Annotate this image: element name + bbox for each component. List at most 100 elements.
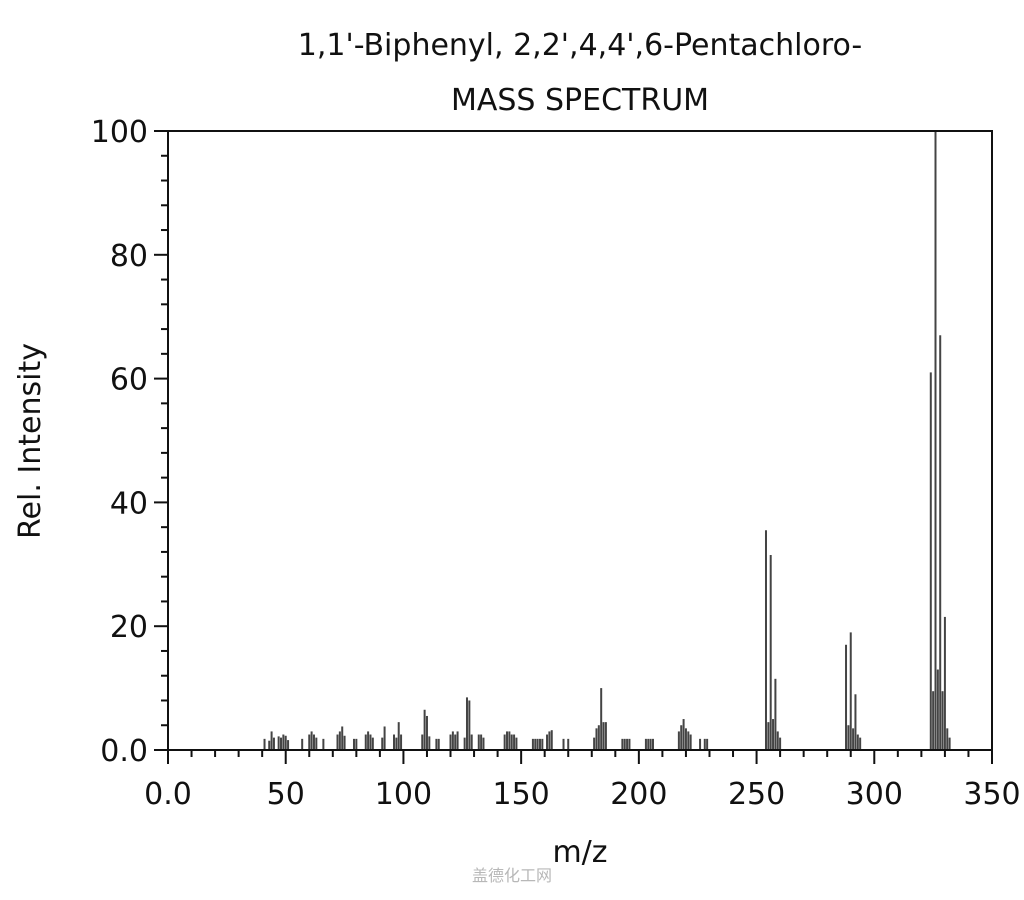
y-tick-label: 60	[110, 363, 148, 398]
peak-bar-147	[513, 734, 516, 750]
peak-bar-193	[621, 738, 624, 750]
peak-bar-72	[336, 734, 339, 750]
peak-bar-144	[506, 731, 509, 750]
peak-bar-206	[651, 738, 654, 750]
peak-bar-79	[352, 738, 355, 750]
peak-bar-327	[936, 669, 939, 750]
peak-bar-163	[550, 730, 553, 750]
y-tick-label: 0.0	[100, 734, 148, 769]
peak-bar-127	[465, 697, 468, 750]
peak-bar-61	[310, 731, 313, 750]
peak-bar-111	[428, 736, 431, 750]
peak-bar-132	[477, 734, 480, 750]
y-tick-label: 100	[91, 115, 148, 150]
y-axis: 0.0 20 40 60 80 100	[91, 115, 168, 769]
y-tick-label: 20	[110, 610, 148, 645]
peak-bar-157	[536, 738, 539, 750]
peak-bar-48	[280, 737, 283, 750]
peak-bars	[263, 131, 951, 750]
peak-bar-108	[421, 734, 424, 750]
peak-bar-168	[562, 738, 565, 750]
peak-bar-229	[706, 738, 709, 750]
peak-bar-218	[680, 725, 683, 750]
chart-title: 1,1'-Biphenyl, 2,2',4,4',6-Pentachloro-	[298, 28, 862, 63]
peak-bar-110	[425, 715, 428, 750]
peak-bar-292	[854, 694, 857, 750]
peak-bar-44	[270, 731, 273, 750]
plot-frame	[167, 130, 993, 751]
peak-bar-255	[767, 722, 770, 750]
peak-bar-329	[941, 691, 944, 750]
x-axis: 0.0 50 100 150 200 250 300 350	[144, 750, 1021, 812]
peak-bar-226	[699, 738, 702, 750]
peak-bar-196	[628, 738, 631, 750]
peak-bar-134	[482, 737, 485, 750]
peak-bar-326	[934, 131, 937, 750]
y-tick-label: 80	[110, 239, 148, 274]
peak-bar-186	[604, 722, 607, 750]
peak-bar-121	[451, 731, 454, 750]
peak-bar-86	[369, 734, 372, 750]
peak-bar-158	[538, 738, 541, 750]
peak-bar-332	[948, 737, 951, 750]
peak-bar-122	[454, 734, 457, 750]
peak-bar-260	[779, 737, 782, 750]
y-tick-label: 40	[110, 486, 148, 521]
peak-bar-257	[772, 719, 775, 750]
peak-bar-63	[315, 737, 318, 750]
peak-bar-194	[623, 738, 626, 750]
peak-bar-290	[849, 632, 852, 750]
peak-bar-114	[435, 738, 438, 750]
peak-bar-75	[343, 735, 346, 750]
peak-bar-92	[383, 726, 386, 750]
x-axis-label: m/z	[552, 835, 607, 870]
peak-bar-99	[400, 734, 403, 750]
peak-bar-126	[463, 737, 466, 750]
x-tick-label: 350	[963, 777, 1020, 812]
peak-bar-256	[769, 555, 772, 750]
x-tick-label: 250	[728, 777, 785, 812]
peak-bar-74	[341, 726, 344, 750]
peak-bar-98	[397, 722, 400, 750]
peak-bar-84	[364, 734, 367, 750]
x-tick-label: 150	[493, 777, 550, 812]
peak-bar-148	[515, 737, 518, 750]
x-tick-label: 200	[610, 777, 667, 812]
peak-bar-220	[684, 728, 687, 750]
peak-bar-60	[308, 734, 311, 750]
peak-bar-45	[272, 737, 275, 750]
peak-bar-217	[677, 731, 680, 750]
peak-bar-87	[371, 737, 374, 750]
peak-bar-133	[480, 734, 483, 750]
peak-bar-41	[263, 738, 266, 750]
peak-bar-228	[703, 738, 706, 750]
peak-bar-85	[367, 731, 370, 750]
peak-bar-185	[602, 722, 605, 750]
peak-bar-49	[282, 734, 285, 750]
x-tick-label: 50	[267, 777, 305, 812]
peak-bar-57	[301, 738, 304, 750]
peak-bar-181	[593, 737, 596, 750]
peak-bar-204	[647, 738, 650, 750]
watermark: 盖德化工网	[471, 866, 552, 885]
peak-bar-195	[626, 738, 629, 750]
peak-bar-183	[597, 725, 600, 750]
peak-bar-293	[856, 734, 859, 750]
peak-bar-47	[277, 736, 280, 750]
peak-bar-324	[929, 372, 932, 750]
peak-bar-331	[946, 728, 949, 750]
peak-bar-156	[534, 738, 537, 750]
peak-bar-289	[847, 725, 850, 750]
peak-bar-109	[423, 709, 426, 750]
peak-bar-254	[764, 530, 767, 750]
peak-bar-294	[859, 737, 862, 750]
peak-bar-288	[845, 644, 848, 750]
x-tick-label: 300	[846, 777, 903, 812]
peak-bar-129	[470, 734, 473, 750]
chart-subtitle: MASS SPECTRUM	[451, 83, 709, 118]
peak-bar-145	[508, 731, 511, 750]
peak-bar-258	[774, 678, 777, 750]
peak-bar-97	[395, 737, 398, 750]
peak-bar-184	[600, 688, 603, 750]
